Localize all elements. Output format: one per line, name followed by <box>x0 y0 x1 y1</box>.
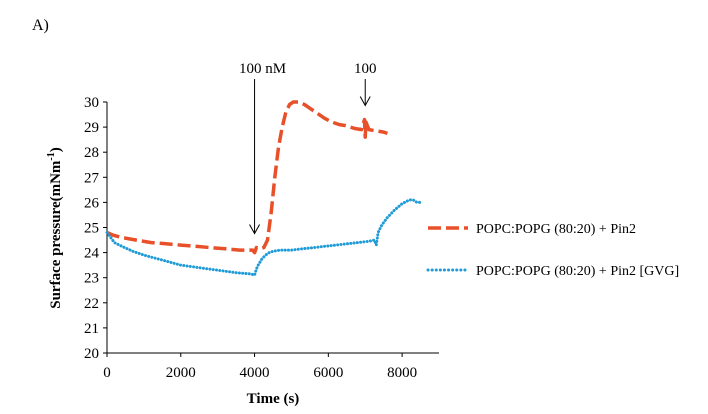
y-axis-title-sup: -1 <box>46 152 57 160</box>
series-layer <box>105 100 423 277</box>
annotation-arrow: 100 nM <box>239 61 286 235</box>
y-ticks: 20 21 22 23 24 25 26 27 28 29 30 <box>84 95 107 362</box>
annotation-label: 100 <box>354 61 377 77</box>
y-tick-label: 29 <box>84 120 99 136</box>
y-tick-label: 28 <box>84 145 99 161</box>
y-axis-title-main: Surface pressure(mNm <box>48 160 64 309</box>
panel-label: A) <box>32 17 49 34</box>
x-ticks: 0 2000 4000 6000 8000 <box>103 353 417 381</box>
y-tick-label: 27 <box>84 170 100 186</box>
x-tick-label: 2000 <box>166 365 196 381</box>
x-tick-label: 0 <box>103 365 111 381</box>
x-tick-label: 8000 <box>387 365 417 381</box>
y-tick-label: 30 <box>84 95 99 111</box>
legend: POPC:POPG (80:20) + Pin2 POPC:POPG (80:20… <box>426 222 679 279</box>
y-tick-label: 20 <box>84 346 99 362</box>
y-tick-label: 22 <box>84 296 99 312</box>
y-tick-label: 26 <box>84 195 100 211</box>
y-tick-label: 23 <box>84 271 99 287</box>
annotations: 100 nM 100 <box>239 61 377 235</box>
annotation-arrow: 100 <box>354 61 377 107</box>
series-line-2 <box>105 198 423 277</box>
y-axis-title-end: ) <box>48 147 64 152</box>
legend-label-1: POPC:POPG (80:20) + Pin2 <box>476 222 636 237</box>
y-tick-label: 25 <box>84 221 99 237</box>
y-axis-title: Surface pressure(mNm-1) <box>46 147 64 309</box>
plot-area: 20 21 22 23 24 25 26 27 28 29 30 0 2000 4000 6000 8000… <box>84 61 439 381</box>
annotation-label: 100 nM <box>239 61 286 77</box>
x-tick-label: 4000 <box>240 365 270 381</box>
y-tick-label: 24 <box>84 246 100 262</box>
x-tick-label: 6000 <box>313 365 343 381</box>
annotation-arrow-head <box>249 224 260 235</box>
x-axis-title: Time (s) <box>247 391 300 407</box>
y-tick-label: 21 <box>84 321 99 337</box>
annotation-arrow-head <box>359 96 371 107</box>
series-line-1 <box>106 100 388 255</box>
legend-label-2: POPC:POPG (80:20) + Pin2 [GVG] <box>476 264 679 279</box>
